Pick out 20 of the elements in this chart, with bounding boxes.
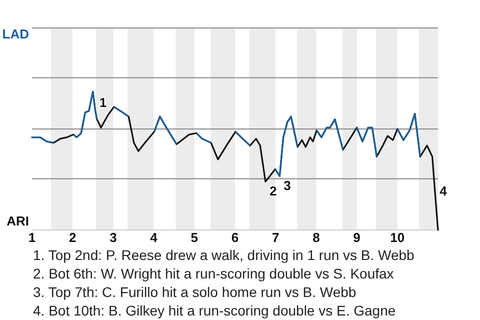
text: 3. Top 7th: C. Furillo hit a solo home run vs B. Webb xyxy=(33,284,356,300)
text: 1. Top 2nd: P. Reese drew a walk, driving in 1 run vs B. Webb xyxy=(33,247,415,263)
annotation: 2 xyxy=(269,184,277,199)
x-tick-label: 3 xyxy=(110,230,117,245)
annotation: 3 xyxy=(284,178,291,194)
x-tick-label: 6 xyxy=(231,230,239,245)
x-tick-label: 1 xyxy=(28,230,36,245)
x-tick-label: 7 xyxy=(272,230,280,245)
x-tick-label: 5 xyxy=(190,230,198,245)
text: ARI xyxy=(6,214,29,229)
x-tick-label: 10 xyxy=(390,230,405,245)
x-tick-label: 4 xyxy=(150,230,158,245)
text: 2. Bot 6th: W. Wright hit a run-scoring double vs S. Koufax xyxy=(33,266,394,282)
text: LAD xyxy=(2,26,29,42)
x-tick-label: 2 xyxy=(68,230,76,245)
text: 4. Bot 10th: B. Gilkey hit a run-scoring double vs E. Gagne xyxy=(33,302,396,318)
annotation: 4 xyxy=(440,184,448,199)
annotation: 1 xyxy=(99,95,107,110)
x-tick-label: 9 xyxy=(353,230,360,245)
x-tick-label: 8 xyxy=(312,230,320,245)
